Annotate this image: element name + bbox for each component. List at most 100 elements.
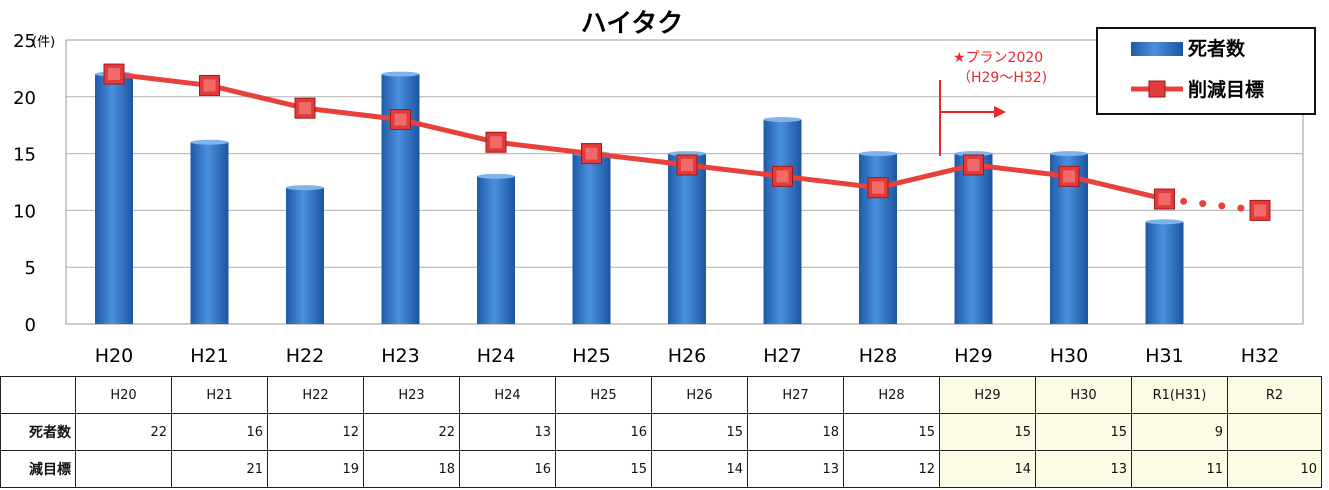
y-tick-label-15: 15 [13, 145, 36, 166]
target-marker-highlight-H20 [108, 68, 120, 81]
target-dot-4 [1237, 204, 1245, 212]
bar-H21 [190, 142, 229, 324]
table-cell: 12 [843, 450, 940, 488]
table-cell: 11 [1131, 450, 1228, 488]
legend-label-deaths: 死者数 [1188, 37, 1246, 60]
x-tick-label-H31: H31 [1145, 345, 1183, 367]
table-cell: 14 [939, 450, 1036, 488]
chart-title: ハイタク [581, 9, 683, 39]
legend: 死者数 削減目標 [1096, 27, 1316, 115]
table-header-cell: H29 [939, 376, 1036, 414]
x-tick-label-H29: H29 [954, 345, 992, 367]
table-cell [75, 450, 172, 488]
table-cell: 19 [267, 450, 364, 488]
bar-series [95, 71, 1184, 325]
table-cell: 22 [363, 413, 460, 451]
plan-label-line1: ★プラン2020 [953, 50, 1043, 66]
table-header-cell: H20 [75, 376, 172, 414]
bar-H29 [954, 153, 993, 324]
table-cell: 13 [1035, 450, 1132, 488]
table-header-cell [0, 376, 76, 414]
y-tick-label-20: 20 [13, 88, 36, 109]
x-tick-label-H25: H25 [572, 345, 610, 367]
table-cell [1227, 413, 1322, 451]
target-marker-highlight-H26 [681, 158, 693, 171]
target-marker-highlight-H24 [490, 136, 502, 149]
table-cell: 18 [747, 413, 844, 451]
table-header-cell: H21 [171, 376, 268, 414]
plan-arrow-head [994, 106, 1006, 118]
x-tick-label-H28: H28 [859, 345, 897, 367]
table-cell: 15 [651, 413, 748, 451]
target-marker-highlight-H30 [1063, 170, 1075, 183]
table-header-row: H20 H21 H22 H23 H24 H25 H26 H27 H28 H29 H30 R1(H31)… [0, 376, 1322, 414]
bar-H25 [572, 153, 611, 324]
bar-top-H31 [1145, 219, 1184, 225]
bar-H26 [668, 153, 706, 324]
table-row: 減目標 21 19 18 16 15 14 13 12 14 13 11 10 [0, 450, 1322, 488]
target-marker-highlight-H28 [872, 181, 884, 194]
table-cell: 22 [75, 413, 172, 451]
x-tick-label-H22: H22 [286, 345, 324, 367]
table-header-cell: H23 [363, 376, 460, 414]
target-marker-highlight-H32 [1254, 204, 1266, 217]
bar-top-H22 [286, 185, 324, 191]
table-cell: 13 [459, 413, 556, 451]
data-table: H20 H21 H22 H23 H24 H25 H26 H27 H28 H29 H30 R1(H31)… [0, 376, 1322, 488]
bar-H31 [1145, 221, 1184, 324]
target-marker-highlight-H31 [1158, 193, 1171, 206]
x-tick-label-H27: H27 [763, 345, 801, 367]
y-tick-label-0: 0 [25, 315, 36, 336]
y-unit-label: (件) [32, 35, 55, 50]
table-cell: 10 [1227, 450, 1322, 488]
target-marker-highlight-H29 [967, 158, 980, 171]
target-dot-1 [1180, 197, 1188, 205]
table-cell: 15 [939, 413, 1036, 451]
table-cell: 9 [1131, 413, 1228, 451]
y-axis-ticks: 0 5 10 15 20 25 [13, 31, 36, 336]
table-header-cell: H28 [843, 376, 940, 414]
bar-top-H30 [1050, 151, 1088, 157]
bar-H20 [95, 74, 133, 324]
table-cell: 21 [171, 450, 268, 488]
table-cell: 14 [651, 450, 748, 488]
target-marker-highlight-H25 [585, 147, 598, 160]
table-header-cell: H24 [459, 376, 556, 414]
table-cell: 18 [363, 450, 460, 488]
x-axis-ticks: H20 H21 H22 H23 H24 H25 H26 H27 H28 H29 H30 H31 H32 [95, 345, 1279, 367]
table-row-label: 減目標 [0, 450, 76, 488]
x-tick-label-H24: H24 [477, 345, 515, 367]
legend-label-target: 削減目標 [1188, 78, 1264, 101]
target-marker-highlight-H22 [299, 102, 311, 115]
bar-H27 [763, 119, 802, 325]
table-header-cell: H25 [555, 376, 652, 414]
table-header-cell: R2 [1227, 376, 1322, 414]
x-tick-label-H20: H20 [95, 345, 133, 367]
table-cell: 15 [1035, 413, 1132, 451]
target-dot-2 [1199, 200, 1207, 208]
table-header-cell: H22 [267, 376, 364, 414]
bar-top-H27 [763, 117, 802, 123]
table-cell: 16 [459, 450, 556, 488]
bar-top-H21 [190, 139, 229, 145]
y-tick-label-5: 5 [25, 258, 36, 279]
bar-top-H28 [859, 151, 897, 157]
x-tick-label-H26: H26 [668, 345, 706, 367]
legend-bar-swatch [1131, 42, 1183, 56]
x-tick-label-H30: H30 [1050, 345, 1088, 367]
bar-H22 [286, 187, 324, 324]
target-dot-3 [1218, 202, 1226, 210]
bar-top-H23 [381, 71, 420, 77]
target-line [113, 71, 1166, 202]
bar-top-H24 [477, 173, 515, 179]
table-row-label: 死者数 [0, 413, 76, 451]
table-cell: 16 [171, 413, 268, 451]
table-cell: 16 [555, 413, 652, 451]
bar-H24 [477, 176, 515, 324]
plan-annotation: ★プラン2020 （H29〜H32) [939, 50, 1047, 156]
line-series [103, 63, 1271, 221]
table-header-cell: R1(H31) [1131, 376, 1228, 414]
x-tick-label-H21: H21 [190, 345, 228, 367]
table-cell: 15 [843, 413, 940, 451]
table-cell: 13 [747, 450, 844, 488]
